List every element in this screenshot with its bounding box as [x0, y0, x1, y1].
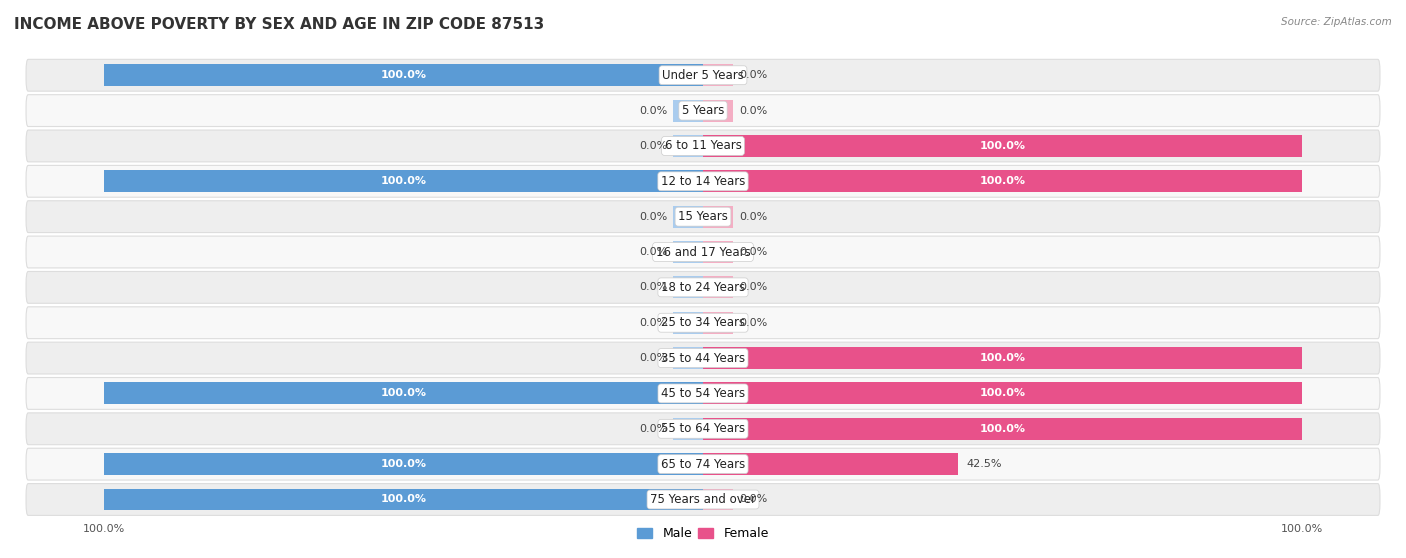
Text: 100.0%: 100.0% — [381, 494, 426, 504]
Text: 45 to 54 Years: 45 to 54 Years — [661, 387, 745, 400]
Text: 100.0%: 100.0% — [980, 176, 1025, 186]
Bar — [703, 206, 733, 228]
Text: 75 Years and over: 75 Years and over — [650, 493, 756, 506]
Bar — [703, 100, 733, 122]
Bar — [673, 347, 703, 369]
Text: INCOME ABOVE POVERTY BY SEX AND AGE IN ZIP CODE 87513: INCOME ABOVE POVERTY BY SEX AND AGE IN Z… — [14, 17, 544, 32]
Text: 0.0%: 0.0% — [638, 141, 666, 151]
Bar — [673, 100, 703, 122]
FancyBboxPatch shape — [27, 95, 1379, 127]
Text: 0.0%: 0.0% — [740, 105, 768, 116]
Bar — [703, 489, 733, 511]
Bar — [673, 135, 703, 157]
Bar — [104, 64, 703, 86]
FancyBboxPatch shape — [27, 165, 1379, 197]
Text: 0.0%: 0.0% — [638, 211, 666, 222]
Bar — [104, 453, 703, 475]
Text: 0.0%: 0.0% — [740, 282, 768, 292]
Text: 100.0%: 100.0% — [381, 70, 426, 80]
FancyBboxPatch shape — [27, 271, 1379, 304]
FancyBboxPatch shape — [27, 378, 1379, 410]
Text: 12 to 14 Years: 12 to 14 Years — [661, 175, 745, 188]
Legend: Male, Female: Male, Female — [633, 522, 773, 545]
Text: 100.0%: 100.0% — [980, 141, 1025, 151]
Bar — [703, 135, 1302, 157]
Text: 15 Years: 15 Years — [678, 210, 728, 223]
Text: 100.0%: 100.0% — [980, 353, 1025, 363]
Text: 65 to 74 Years: 65 to 74 Years — [661, 458, 745, 470]
FancyBboxPatch shape — [27, 130, 1379, 162]
FancyBboxPatch shape — [27, 413, 1379, 445]
Text: 0.0%: 0.0% — [638, 282, 666, 292]
Bar — [104, 170, 703, 193]
FancyBboxPatch shape — [27, 342, 1379, 374]
Bar — [703, 382, 1302, 405]
Text: 0.0%: 0.0% — [638, 247, 666, 257]
Text: 5 Years: 5 Years — [682, 104, 724, 117]
Bar — [703, 170, 1302, 193]
Text: 0.0%: 0.0% — [638, 318, 666, 328]
Text: 0.0%: 0.0% — [740, 211, 768, 222]
Text: 0.0%: 0.0% — [638, 424, 666, 434]
Text: 55 to 64 Years: 55 to 64 Years — [661, 422, 745, 435]
Text: Under 5 Years: Under 5 Years — [662, 69, 744, 81]
Bar — [703, 241, 733, 263]
Bar — [673, 312, 703, 334]
FancyBboxPatch shape — [27, 236, 1379, 268]
Bar — [703, 347, 1302, 369]
FancyBboxPatch shape — [27, 448, 1379, 480]
Text: 100.0%: 100.0% — [381, 176, 426, 186]
Bar — [703, 418, 1302, 440]
Text: 0.0%: 0.0% — [638, 105, 666, 116]
Bar — [673, 418, 703, 440]
Text: 0.0%: 0.0% — [740, 494, 768, 504]
Text: 0.0%: 0.0% — [740, 247, 768, 257]
FancyBboxPatch shape — [27, 59, 1379, 91]
Text: 0.0%: 0.0% — [740, 318, 768, 328]
Text: 100.0%: 100.0% — [980, 388, 1025, 398]
FancyBboxPatch shape — [27, 307, 1379, 339]
Text: 25 to 34 Years: 25 to 34 Years — [661, 316, 745, 329]
FancyBboxPatch shape — [27, 201, 1379, 233]
Bar — [703, 276, 733, 299]
Bar — [703, 64, 733, 86]
Text: 42.5%: 42.5% — [966, 459, 1002, 469]
Bar — [673, 241, 703, 263]
Bar — [673, 276, 703, 299]
Text: 16 and 17 Years: 16 and 17 Years — [655, 246, 751, 258]
Text: Source: ZipAtlas.com: Source: ZipAtlas.com — [1281, 17, 1392, 27]
Text: 0.0%: 0.0% — [638, 353, 666, 363]
Bar — [673, 206, 703, 228]
FancyBboxPatch shape — [27, 484, 1379, 516]
Bar — [703, 312, 733, 334]
Text: 100.0%: 100.0% — [381, 459, 426, 469]
Bar — [703, 453, 957, 475]
Text: 0.0%: 0.0% — [740, 70, 768, 80]
Text: 35 to 44 Years: 35 to 44 Years — [661, 352, 745, 364]
Bar — [104, 489, 703, 511]
Text: 100.0%: 100.0% — [980, 424, 1025, 434]
Text: 6 to 11 Years: 6 to 11 Years — [665, 140, 741, 152]
Bar — [104, 382, 703, 405]
Text: 18 to 24 Years: 18 to 24 Years — [661, 281, 745, 294]
Text: 100.0%: 100.0% — [381, 388, 426, 398]
